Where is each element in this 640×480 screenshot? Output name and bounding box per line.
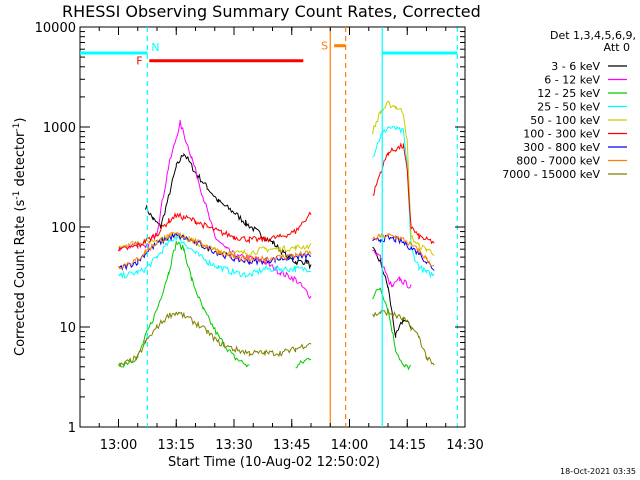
y-tick-label: 10 [59,321,76,336]
x-tick-label: 13:15 [158,438,195,453]
series-line-25-50-kev [118,125,435,279]
x-tick-label: 14:30 [446,438,483,453]
plot-area: NFS 13:00 13:15 13:30 13:45 14:00 14:15 14:301… [35,21,484,453]
x-tick-label: 13:00 [100,438,137,453]
chart-title: RHESSI Observing Summary Count Rates, Co… [62,2,481,21]
flag-label-n: N [151,41,159,54]
legend-label-300-800-kev: 300 - 800 keV [523,141,600,154]
legend-label-25-50-kev: 25 - 50 keV [537,101,600,114]
legend-label-12-25-kev: 12 - 25 keV [537,87,600,100]
series-layer [118,100,435,371]
series-line-3-6-kev [144,152,412,338]
legend-label-800-7000-kev: 800 - 7000 keV [516,155,600,168]
x-tick-label: 13:45 [273,438,310,453]
y-tick-label: 100 [51,221,76,236]
ticks-layer: 13:00 13:15 13:30 13:45 14:00 14:15 14:30 1 10 10… [35,21,484,453]
legend-label-7000-15000-kev: 7000 - 15000 keV [502,168,600,181]
legend-label-3-6-kev: 3 - 6 keV [551,60,600,73]
x-tick-label: 13:30 [215,438,252,453]
flag-label-f: F [136,55,142,68]
legend-header-line1: Det 1,3,4,5,6,9, [550,29,636,42]
series-line-50-100-kev [118,100,435,257]
legend-label-50-100-kev: 50 - 100 keV [530,114,600,127]
series-line-800-7000-kev [118,231,435,270]
footer-date: 18-Oct-2021 03:35 [560,467,636,476]
x-tick-label: 14:00 [331,438,368,453]
legend-header-line2: Att 0 [604,41,630,54]
flags-layer: NF S [80,27,458,427]
series-line-12-25-kev [118,240,412,371]
series-line-100-300-kev [118,142,435,252]
x-tick-label: 14:15 [389,438,426,453]
y-tick-label: 1000 [43,121,76,136]
series-line-6-12-kev [118,119,412,300]
y-tick-label: 10000 [35,21,76,36]
x-axis-label: Start Time (10-Aug-02 12:50:02) [168,455,380,470]
y-axis-label: Corrected Count Rate (s-1 detector-1) [12,118,28,356]
y-tick-label: 1 [68,421,76,436]
legend-label-100-300-kev: 100 - 300 keV [523,128,600,141]
legend-label-6-12-kev: 6 - 12 keV [544,74,600,87]
flag-label-s: S [321,40,328,53]
series-line-7000-15000-kev [118,309,435,367]
